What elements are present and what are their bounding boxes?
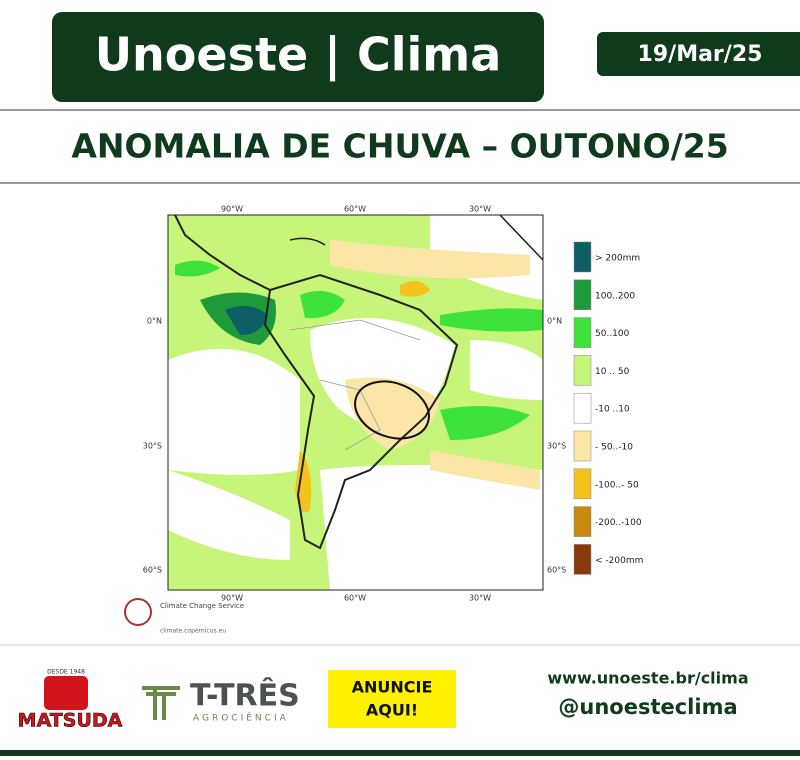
legend: > 200mm 100..200 50..100 10 .. 50 -10 ..10 - … — [573, 241, 643, 575]
bottom-bar — [0, 750, 800, 756]
url[interactable]: www.unoeste.br/clima — [547, 669, 748, 688]
legend-swatch — [573, 317, 592, 348]
legend-label: < -200mm — [595, 556, 643, 566]
ttres-name: T-TRÊS — [190, 678, 300, 714]
handle[interactable]: @unoesteclima — [558, 695, 737, 719]
matsuda-name: MATSUDA — [18, 710, 123, 732]
ttres-tag: AGROCIÊNCIA — [193, 712, 289, 724]
legend-label: > 200mm — [595, 254, 640, 264]
lat-label: 0°N — [147, 317, 162, 326]
legend-label: 10 .. 50 — [595, 367, 630, 377]
lat-label: 30°S — [143, 442, 162, 451]
lon-label: 60°W — [344, 594, 366, 603]
date: 19/Mar/25 — [638, 42, 763, 67]
ad-text: AQUI! — [366, 701, 418, 720]
lat-label: 60°S — [143, 566, 162, 575]
lon-label: 30°W — [469, 594, 491, 603]
legend-label: 50..100 — [595, 329, 630, 339]
ad-text: ANUNCIE — [352, 678, 433, 697]
lat-label: 0°N — [547, 317, 562, 326]
map — [167, 214, 544, 591]
title-box — [52, 12, 544, 102]
credit-url: climate.copernicus.eu — [160, 628, 226, 635]
lon-label: 30°W — [469, 205, 491, 214]
lon-label: 60°W — [344, 205, 366, 214]
legend-swatch — [573, 241, 592, 273]
legend-swatch — [573, 392, 592, 424]
legend-swatch — [573, 279, 592, 311]
credit-name: Climate Change Service — [160, 602, 244, 610]
legend-label: - 50..-10 — [595, 443, 633, 453]
matsuda-logo — [44, 676, 88, 710]
legend-swatch — [573, 355, 592, 386]
lat-label: 60°S — [547, 566, 566, 575]
map-labels: 90°W 90°W 60°W 60°W 30°W 30°W 0°N 0°N 30°S 30°S 60… — [143, 205, 567, 603]
legend-swatch — [573, 544, 592, 575]
lon-label: 90°W — [221, 594, 243, 603]
ttres-logo — [142, 686, 180, 720]
legend-label: 100..200 — [595, 291, 635, 301]
subtitle: ANOMALIA DE CHUVA – OUTONO/25 — [71, 127, 728, 166]
date-box — [597, 32, 800, 76]
lon-label: 90°W — [221, 205, 243, 214]
legend-label: -100..- 50 — [595, 480, 639, 490]
legend-label: -10 ..10 — [595, 405, 630, 415]
credit-logo — [124, 598, 152, 626]
legend-swatch — [573, 468, 592, 500]
legend-swatch — [573, 430, 592, 462]
lat-label: 30°S — [547, 442, 566, 451]
legend-label: -200..-100 — [595, 518, 642, 528]
title: Unoeste | Clima — [95, 28, 502, 83]
legend-swatch — [573, 506, 592, 537]
matsuda-tag: DESDE 1948 — [47, 669, 85, 676]
ad-box[interactable] — [328, 670, 456, 728]
